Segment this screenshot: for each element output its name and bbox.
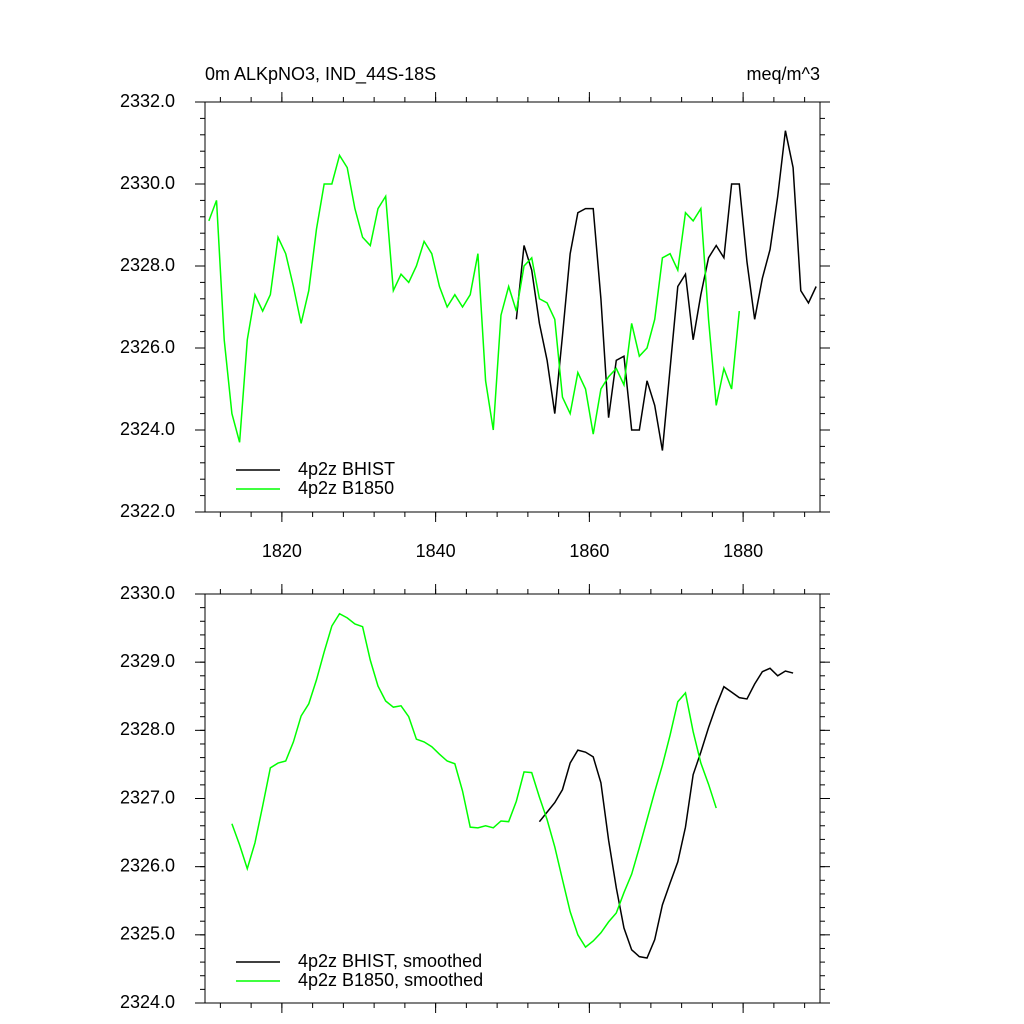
data-line	[538, 667, 794, 959]
y-tick-label: 2326.0	[120, 855, 175, 875]
y-tick-label: 2326.0	[120, 337, 175, 357]
x-tick-label: 1840	[416, 541, 456, 561]
y-tick-label: 2329.0	[120, 651, 175, 671]
legend-label: 4p2z BHIST, smoothed	[298, 951, 482, 971]
y-tick-label: 2327.0	[120, 787, 175, 807]
y-tick-label: 2332.0	[120, 91, 175, 111]
y-tick-label: 2325.0	[120, 924, 175, 944]
chart-title: 0m ALKpNO3, IND_44S-18S	[205, 64, 436, 85]
units-label: meq/m^3	[747, 64, 820, 84]
plot-frame	[204, 593, 821, 1004]
legend-label: 4p2z BHIST	[298, 459, 395, 479]
x-tick-label: 1820	[262, 541, 302, 561]
data-line	[231, 612, 717, 949]
y-tick-label: 2328.0	[120, 719, 175, 739]
y-tick-label: 2324.0	[120, 419, 175, 439]
data-line	[208, 153, 741, 443]
y-tick-label: 2330.0	[120, 583, 175, 603]
data-line	[515, 130, 817, 451]
y-tick-label: 2330.0	[120, 173, 175, 193]
legend-label: 4p2z B1850	[298, 478, 394, 498]
x-tick-label: 1880	[723, 541, 763, 561]
y-tick-label: 2328.0	[120, 255, 175, 275]
y-tick-label: 2322.0	[120, 501, 175, 521]
legend-label: 4p2z B1850, smoothed	[298, 970, 483, 990]
y-tick-label: 2324.0	[120, 992, 175, 1012]
plot-frame	[204, 101, 821, 513]
x-tick-label: 1860	[569, 541, 609, 561]
